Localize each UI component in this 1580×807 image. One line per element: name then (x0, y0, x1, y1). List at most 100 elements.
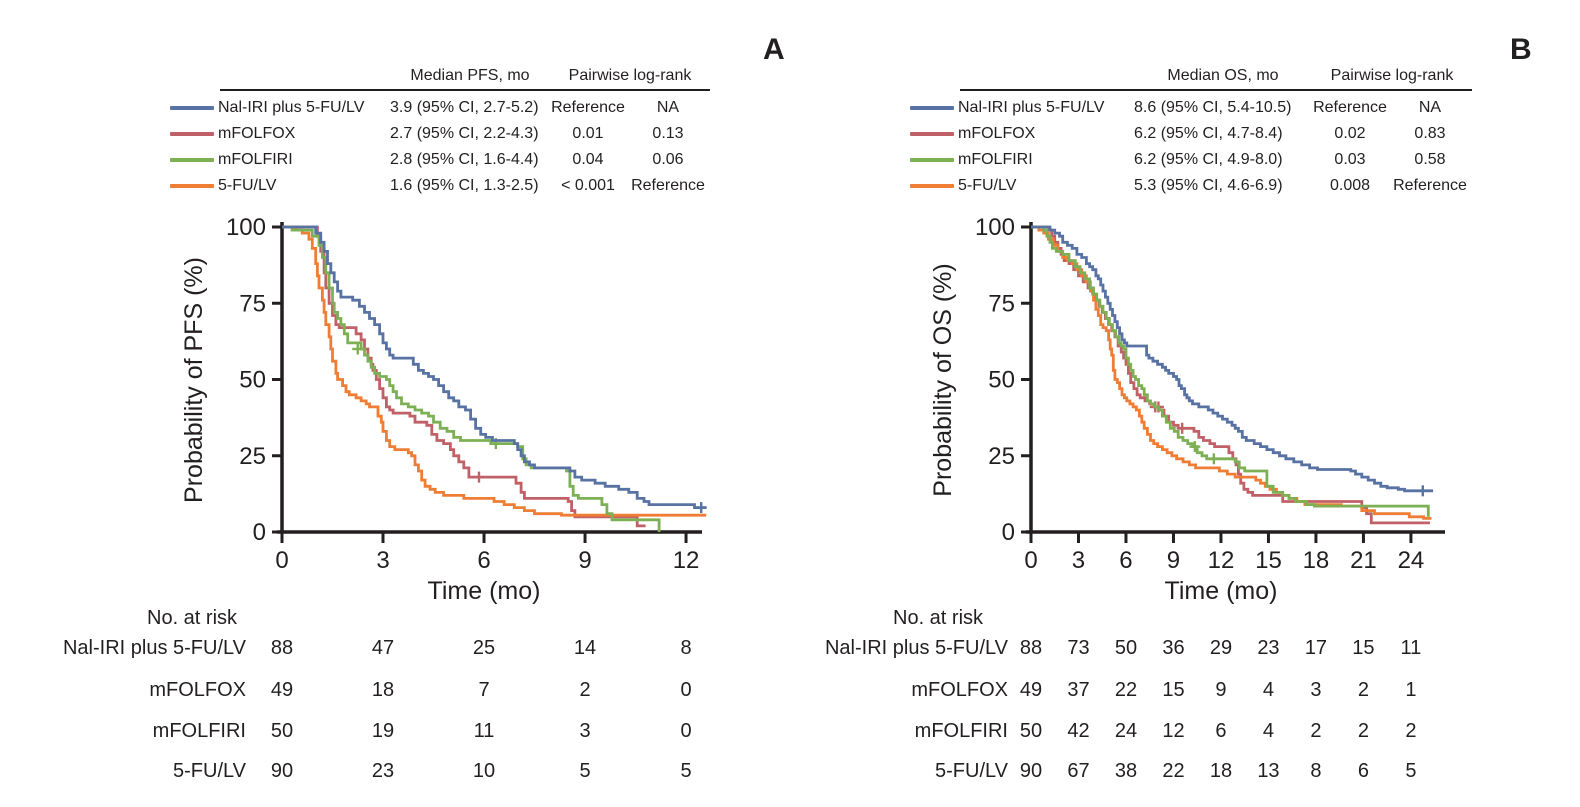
risk-count: 36 (1162, 637, 1185, 659)
risk-count: 5 (579, 760, 591, 782)
y-tick-label: 50 (239, 367, 266, 394)
legend-median-value: 2.8 (95% CI, 1.6-4.4) (390, 151, 539, 168)
legend-pvalue-vs-nal-iri: 0.01 (572, 125, 604, 142)
risk-count: 3 (1310, 679, 1322, 701)
risk-count: 50 (1019, 720, 1043, 742)
legend-median-value: 3.9 (95% CI, 2.7-5.2) (390, 99, 539, 116)
legend-pvalue-vs-fu-lv: NA (1418, 99, 1442, 116)
y-tick-label: 75 (239, 290, 266, 317)
legend-series-label: 5-FU/LV (218, 177, 277, 194)
legend-median-value: 5.3 (95% CI, 4.6-6.9) (1134, 177, 1283, 194)
risk-count: 15 (1162, 679, 1185, 701)
legend-line-icon (910, 132, 954, 136)
risk-count: 18 (371, 679, 395, 701)
legend-series-label: mFOLFOX (218, 125, 296, 142)
y-tick-label: 0 (253, 519, 266, 546)
y-axis-title: Probability of PFS (%) (180, 257, 208, 503)
y-axis-title: Probability of OS (%) (929, 263, 957, 496)
risk-count: 1 (1405, 679, 1417, 701)
legend-pvalue-vs-fu-lv: Reference (631, 177, 705, 194)
km-curve-nal-iri-plus-5-fu-lv (1031, 225, 1434, 493)
risk-count: 11 (1400, 637, 1422, 659)
legend-table-pfs: Median PFS, mo Pairwise log-rank Nal-IRI… (168, 64, 710, 199)
risk-count: 3 (579, 720, 591, 742)
risk-count: 2 (1357, 720, 1369, 742)
legend-pairwise-header: Pairwise log-rank (568, 67, 692, 84)
risk-count: 7 (478, 679, 490, 701)
risk-count: 4 (1262, 720, 1274, 742)
legend-line-icon (170, 106, 214, 110)
risk-count: 10 (472, 760, 496, 782)
risk-count: 4 (1262, 679, 1274, 701)
risk-row-label: Nal-IRI plus 5-FU/LV (62, 637, 246, 659)
risk-count: 73 (1067, 637, 1090, 659)
risk-count: 17 (1304, 637, 1328, 659)
x-tick-label: 3 (1072, 547, 1085, 574)
risk-count: 42 (1067, 720, 1090, 742)
y-tick-label: 50 (988, 367, 1015, 394)
legend-series-label: mFOLFIRI (218, 151, 293, 168)
risk-count: 47 (371, 637, 395, 659)
legend-median-header: Median PFS, mo (410, 67, 530, 84)
legend-pvalue-vs-nal-iri: Reference (1313, 99, 1387, 116)
legend-swatch (168, 95, 218, 121)
x-tick-label: 6 (477, 547, 490, 574)
y-tick-label: 0 (1002, 519, 1015, 546)
legend-swatch (908, 95, 958, 121)
legend-pvalue-vs-fu-lv: 0.58 (1414, 151, 1446, 168)
risk-row-label: mFOLFIRI (914, 720, 1008, 742)
y-tick-label: 100 (975, 214, 1015, 241)
legend-pvalue-vs-fu-lv: NA (656, 99, 680, 116)
risk-row-label: 5-FU/LV (935, 760, 1008, 782)
risk-count: 6 (1215, 720, 1227, 742)
risk-count: 14 (573, 637, 597, 659)
x-tick-label: 0 (1024, 547, 1037, 574)
risk-row-label: mFOLFOX (911, 679, 1008, 701)
x-tick-label: 9 (578, 547, 591, 574)
legend-swatch (168, 147, 218, 173)
risk-count: 13 (1257, 760, 1280, 782)
legend-series-label: mFOLFOX (958, 125, 1036, 142)
legend-rule (960, 89, 1472, 91)
legend-pvalue-vs-nal-iri: Reference (551, 99, 625, 116)
risk-count: 67 (1067, 760, 1090, 782)
risk-row-label: Nal-IRI plus 5-FU/LV (824, 637, 1008, 659)
x-tick-label: 18 (1303, 547, 1330, 574)
legend-pvalue-vs-nal-iri: 0.008 (1329, 177, 1371, 194)
risk-count: 11 (473, 720, 495, 742)
x-tick-label: 9 (1167, 547, 1180, 574)
y-tick-label: 75 (988, 290, 1015, 317)
x-tick-label: 24 (1398, 547, 1425, 574)
x-tick-label: 12 (1208, 547, 1235, 574)
legend-median-value: 6.2 (95% CI, 4.7-8.4) (1134, 125, 1283, 142)
x-tick-label: 3 (376, 547, 389, 574)
risk-count: 90 (1019, 760, 1043, 782)
km-curve-mfolfiri (1031, 225, 1430, 517)
x-axis-title: Time (mo) (428, 577, 541, 605)
legend-line-icon (170, 132, 214, 136)
risk-table-header-os: No. at risk (893, 607, 984, 629)
risk-count: 0 (680, 679, 692, 701)
legend-line-icon (910, 184, 954, 188)
km-curve-mfolfox (1031, 225, 1430, 525)
legend-line-icon (170, 158, 214, 162)
risk-count: 2 (1405, 720, 1417, 742)
risk-count: 90 (270, 760, 294, 782)
legend-pvalue-vs-nal-iri: < 0.001 (561, 177, 615, 194)
legend-pvalue-vs-fu-lv: 0.06 (652, 151, 684, 168)
legend-series-label: 5-FU/LV (958, 177, 1017, 194)
legend-median-value: 6.2 (95% CI, 4.9-8.0) (1134, 151, 1283, 168)
risk-count: 15 (1352, 637, 1375, 659)
legend-swatch (908, 173, 958, 199)
legend-median-value: 2.7 (95% CI, 2.2-4.3) (390, 125, 539, 142)
legend-line-icon (910, 106, 954, 110)
risk-table-header-pfs: No. at risk (147, 607, 238, 629)
legend-pvalue-vs-fu-lv: 0.83 (1414, 125, 1446, 142)
legend-line-icon (910, 158, 954, 162)
km-curve-mfolfox (282, 225, 646, 528)
panel-letter-a: A (763, 33, 785, 66)
risk-count: 5 (1405, 760, 1417, 782)
km-curve-5-fu-lv (282, 225, 707, 517)
